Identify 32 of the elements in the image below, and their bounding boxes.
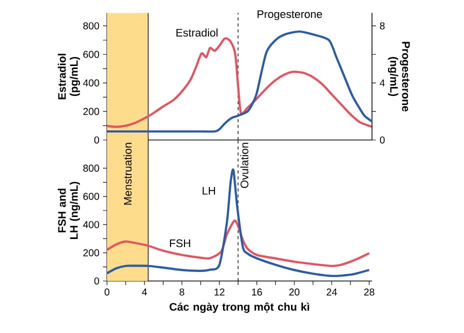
y-tick-label: 200 bbox=[83, 249, 100, 256]
y-tick-label: 200 bbox=[83, 108, 100, 115]
ref-line-label: Ovulation bbox=[240, 142, 248, 188]
band-label: Menstruation bbox=[124, 142, 132, 205]
y-tick-label: 0 bbox=[94, 277, 100, 285]
x-tick-label: 16 bbox=[252, 288, 262, 296]
y2-axis-title: Progesterone (ng/mL) bbox=[388, 42, 410, 112]
y2-tick-label: 0 bbox=[380, 136, 385, 144]
y-tick-label: 600 bbox=[83, 50, 100, 58]
series-label: LH bbox=[202, 187, 215, 195]
y-tick-label: 400 bbox=[83, 79, 100, 86]
y-tick-label: 0 bbox=[94, 136, 100, 144]
y2-tick-label: 4 bbox=[380, 79, 385, 86]
series-label: Estradiol bbox=[176, 28, 218, 37]
y2-tick-label: 8 bbox=[380, 22, 385, 30]
x-tick-label: 24 bbox=[326, 288, 337, 296]
x-tick-label: 4 bbox=[142, 288, 147, 296]
y-tick-label: 800 bbox=[83, 164, 100, 172]
y-axis-title: Estradiol (pg/mL) bbox=[58, 54, 80, 100]
x-tick-label: 8 bbox=[180, 288, 184, 296]
x-tick-label: 12 bbox=[214, 288, 224, 296]
y-tick-label: 600 bbox=[83, 192, 100, 200]
y-tick-label: 800 bbox=[83, 22, 100, 30]
series-label: Progesterone bbox=[258, 10, 322, 20]
x-tick-label: 0 bbox=[104, 288, 110, 296]
x-axis-title: Các ngày trong một chu kì bbox=[170, 302, 310, 313]
y-axis-title: FSH and LH (ng/mL) bbox=[58, 182, 80, 239]
line-series bbox=[106, 220, 370, 268]
x-tick-label: 20 bbox=[289, 288, 300, 296]
series-label: FSH bbox=[170, 239, 190, 248]
x-tick-label: 28 bbox=[364, 288, 374, 296]
y-tick-label: 400 bbox=[83, 221, 100, 228]
